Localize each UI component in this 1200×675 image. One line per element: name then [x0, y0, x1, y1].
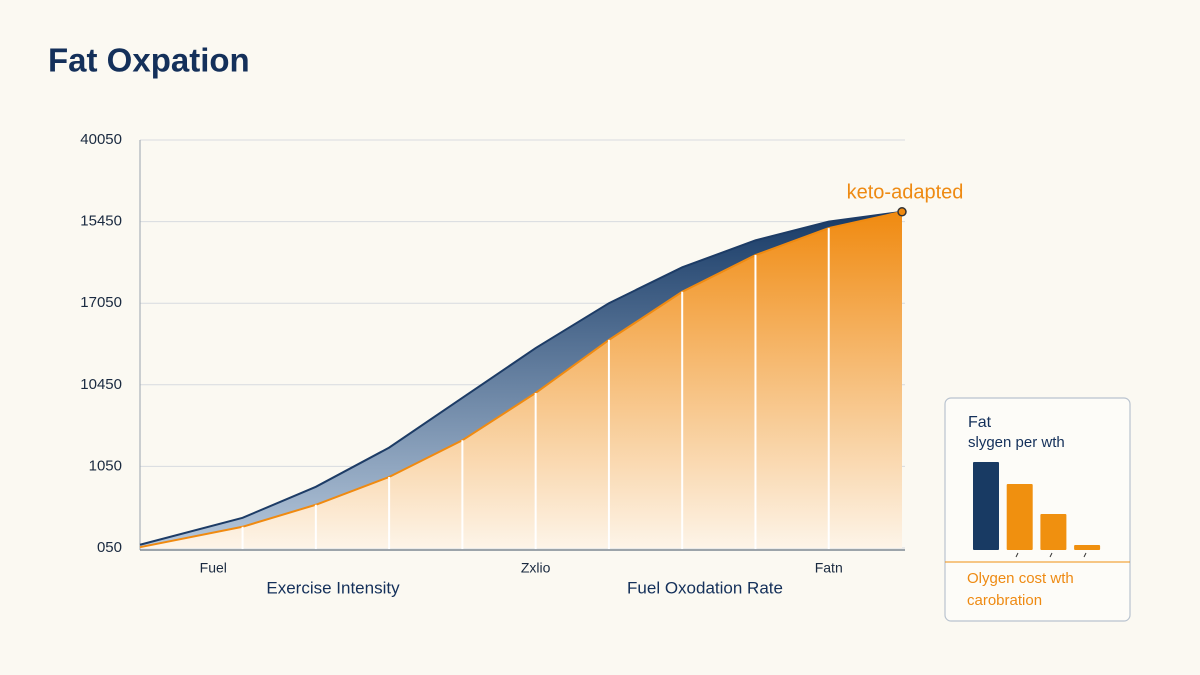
- bar: [973, 462, 999, 550]
- x-tick-label: Fatn: [815, 560, 843, 576]
- x-tick-label: Zxlio: [521, 560, 551, 576]
- inset-tick: [1015, 552, 1019, 558]
- y-tick-label: 1050: [89, 457, 122, 474]
- area-line: [139, 210, 903, 546]
- y-tick-label: 17050: [80, 294, 122, 311]
- inset-panel: [944, 397, 1131, 622]
- y-tick-label: 15450: [80, 213, 122, 230]
- inset-tick: [1083, 552, 1087, 558]
- inset-title: Fat: [968, 414, 992, 431]
- inset-caption: Olygen cost wth: [967, 570, 1074, 587]
- end-marker: [897, 207, 907, 217]
- inset-subtitle: slygen per wth: [968, 434, 1065, 451]
- x-axis-label: Exercise Intensity: [266, 578, 400, 597]
- area-fill: [140, 211, 902, 549]
- chart-title: Fat Oxpation: [48, 42, 250, 79]
- x-axis-label: Fuel Oxodation Rate: [627, 578, 783, 597]
- annotation: keto-adapted: [847, 181, 964, 203]
- y-tick-label: 40050: [80, 131, 122, 148]
- x-tick-label: Fuel: [200, 560, 227, 576]
- inset-caption: carobration: [967, 592, 1042, 609]
- y-tick-label: 050: [97, 539, 122, 556]
- bar: [1074, 545, 1101, 550]
- y-tick-label: 10450: [80, 376, 122, 393]
- bar: [1040, 514, 1067, 550]
- bar: [1006, 484, 1033, 550]
- inset-tick: [1049, 552, 1053, 558]
